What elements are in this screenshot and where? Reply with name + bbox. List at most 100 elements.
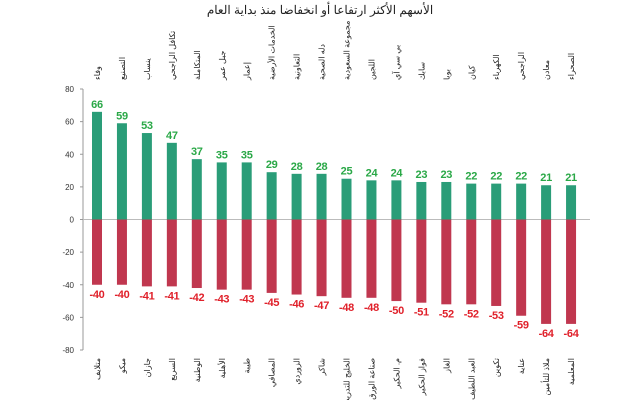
chart-title: الأسهم الأكثر ارتفاعا أو انخفاضا منذ بدا… xyxy=(206,3,434,17)
data-label: 24 xyxy=(391,167,404,179)
loser-category-label: الوطنية xyxy=(193,358,202,382)
gainer-bar xyxy=(566,185,577,220)
gainer-category-label: الكهرباء xyxy=(492,54,501,80)
y-tick-label: -60 xyxy=(62,313,74,322)
loser-category-label: فواز الحكير xyxy=(417,358,426,397)
data-label: 53 xyxy=(141,120,153,132)
loser-category-label: ميكو xyxy=(118,358,127,374)
gainer-bar xyxy=(216,162,227,220)
data-label: 66 xyxy=(91,99,103,111)
loser-bar xyxy=(166,219,177,287)
loser-bar xyxy=(541,219,552,324)
loser-bar xyxy=(466,219,477,305)
data-label: -46 xyxy=(289,299,304,311)
gainer-category-label: كيان xyxy=(467,65,476,80)
y-tick-label: -40 xyxy=(62,281,74,290)
gainer-bar xyxy=(491,183,502,220)
gainer-category-label: جبل عمر xyxy=(218,50,227,81)
data-label: -64 xyxy=(564,328,580,340)
gainer-category-label: وفاء xyxy=(93,66,102,80)
data-label: 35 xyxy=(216,149,228,161)
gainer-category-label: الراجحي xyxy=(517,52,526,80)
gainer-category-label: الصحراء xyxy=(567,53,576,80)
data-label: 24 xyxy=(366,167,379,179)
data-label: -50 xyxy=(389,305,404,317)
data-label: -59 xyxy=(514,320,529,332)
data-label: 28 xyxy=(291,161,303,173)
loser-category-label: شاكر xyxy=(318,358,327,377)
data-label: -40 xyxy=(90,289,105,301)
data-label: -52 xyxy=(439,308,454,320)
gainer-bar xyxy=(541,185,552,220)
loser-category-label: الغاز xyxy=(442,358,451,374)
gainer-category-label: الخدمات الأرضية xyxy=(267,25,277,80)
data-label: 22 xyxy=(515,171,527,183)
loser-category-label: ملاذ للتأمين xyxy=(540,358,551,396)
data-label: -53 xyxy=(489,310,504,322)
loser-category-label: تكوين xyxy=(492,358,501,377)
loser-bar xyxy=(316,219,327,297)
loser-bar xyxy=(391,219,402,302)
gainer-bar xyxy=(441,181,452,220)
loser-bar xyxy=(291,219,302,295)
loser-category-label: صناعة الورق xyxy=(367,358,376,400)
gainer-bar xyxy=(391,180,402,220)
loser-category-label: متلايف xyxy=(93,358,102,380)
gainer-bar xyxy=(166,142,177,220)
loser-bar xyxy=(416,219,427,303)
gainer-bar xyxy=(416,181,427,220)
gainer-bar xyxy=(191,159,202,220)
loser-category-label: الخليج للتدريب xyxy=(343,358,352,400)
data-label: -48 xyxy=(364,302,379,314)
y-tick-label: 0 xyxy=(70,216,75,225)
gainer-bar xyxy=(141,133,152,220)
gainer-category-label: المتكاملة xyxy=(193,50,202,80)
gainer-bar xyxy=(241,162,252,220)
loser-bar xyxy=(216,219,227,290)
gainer-category-label: التصنيع xyxy=(118,57,127,80)
gainer-category-label: اللجين xyxy=(367,59,376,80)
gainer-bar xyxy=(291,173,302,220)
data-label: -43 xyxy=(239,294,254,306)
y-tick-label: 40 xyxy=(65,150,74,159)
loser-category-label: الزوردي xyxy=(293,358,302,385)
loser-bar xyxy=(241,219,252,290)
gainer-category-label: إعمار xyxy=(243,62,252,81)
data-label: 25 xyxy=(341,166,353,178)
gainer-category-label: بوبا xyxy=(442,69,451,80)
gainer-bar xyxy=(366,180,377,220)
gainer-category-label: سابك xyxy=(417,62,426,80)
data-label: -64 xyxy=(539,328,555,340)
loser-bar xyxy=(141,219,152,287)
data-label: -43 xyxy=(214,294,229,306)
data-label: -42 xyxy=(189,292,204,304)
gainer-bar xyxy=(116,123,127,220)
data-label: -45 xyxy=(264,297,279,309)
loser-bar xyxy=(566,219,577,324)
loser-bar xyxy=(341,219,352,298)
gainer-bar xyxy=(266,172,277,220)
loser-category-label: عناية xyxy=(517,358,526,374)
loser-bar xyxy=(516,219,527,316)
y-tick-label: -20 xyxy=(62,248,74,257)
loser-bar xyxy=(92,219,102,285)
gainer-category-label: تكافل الراجحي xyxy=(168,31,177,80)
loser-category-label: العبد اللطيف xyxy=(467,358,476,400)
y-tick-label: -80 xyxy=(62,346,74,355)
y-tick-label: 60 xyxy=(65,118,74,127)
gainer-category-label: ينساب xyxy=(143,58,152,80)
gainer-bar xyxy=(92,111,102,220)
gainer-category-label: معادن xyxy=(542,60,551,80)
data-label: -41 xyxy=(164,290,179,302)
loser-category-label: م. الحكير xyxy=(392,358,401,390)
loser-bar xyxy=(191,219,202,289)
data-label: -48 xyxy=(339,302,354,314)
gainer-category-label: بي سي آي xyxy=(391,45,401,80)
data-label: 22 xyxy=(465,171,477,183)
gainer-bar xyxy=(516,183,527,220)
data-label: 35 xyxy=(241,149,253,161)
data-label: -52 xyxy=(464,308,479,320)
gainer-bar xyxy=(466,183,477,220)
data-label: -41 xyxy=(139,290,154,302)
